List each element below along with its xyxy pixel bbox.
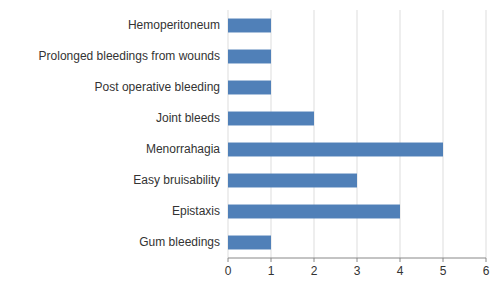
- x-tick-label: 2: [311, 264, 318, 278]
- x-tick-label: 3: [354, 264, 361, 278]
- x-tick-label: 0: [225, 264, 232, 278]
- y-axis: Gum bleedings Epistaxis Easy bruisability M…: [39, 18, 221, 249]
- bar: [228, 143, 443, 157]
- grid: [228, 10, 486, 258]
- bar: [228, 19, 271, 33]
- x-tick-label: 5: [440, 264, 447, 278]
- x-tick: [314, 258, 315, 262]
- x-tick: [357, 258, 358, 262]
- grid-line: [486, 10, 487, 258]
- grid-line: [314, 10, 315, 258]
- x-tick: [271, 258, 272, 262]
- bar: [228, 112, 314, 126]
- bar: [228, 205, 400, 219]
- y-tick-label: Menorrahagia: [146, 142, 220, 156]
- grid-line: [443, 10, 444, 258]
- bar: [228, 236, 271, 250]
- bar: [228, 81, 271, 95]
- grid-line: [400, 10, 401, 258]
- y-tick-label: Hemoperitoneum: [128, 18, 220, 32]
- x-tick: [228, 258, 229, 262]
- chart-svg: 0 1 2 3 4 5 6 Gum bleedings Epistaxis Easy bruisa…: [0, 0, 500, 288]
- bar: [228, 50, 271, 64]
- bars: [228, 19, 443, 250]
- y-tick-label: Prolonged bleedings from wounds: [39, 49, 220, 63]
- grid-line: [228, 10, 229, 258]
- x-tick-label: 4: [397, 264, 404, 278]
- x-tick-label: 6: [483, 264, 490, 278]
- x-tick: [486, 258, 487, 262]
- grid-line: [357, 10, 358, 258]
- x-axis: 0 1 2 3 4 5 6: [225, 258, 490, 278]
- x-tick: [443, 258, 444, 262]
- bar: [228, 174, 357, 188]
- x-tick: [400, 258, 401, 262]
- grid-line: [271, 10, 272, 258]
- y-tick-label: Post operative bleeding: [95, 80, 220, 94]
- y-tick-label: Epistaxis: [172, 204, 220, 218]
- y-tick-label: Joint bleeds: [156, 111, 220, 125]
- x-tick-label: 1: [268, 264, 275, 278]
- y-tick-label: Easy bruisability: [133, 173, 220, 187]
- y-tick-label: Gum bleedings: [139, 235, 220, 249]
- chart-container: 0 1 2 3 4 5 6 Gum bleedings Epistaxis Easy bruisa…: [0, 0, 500, 288]
